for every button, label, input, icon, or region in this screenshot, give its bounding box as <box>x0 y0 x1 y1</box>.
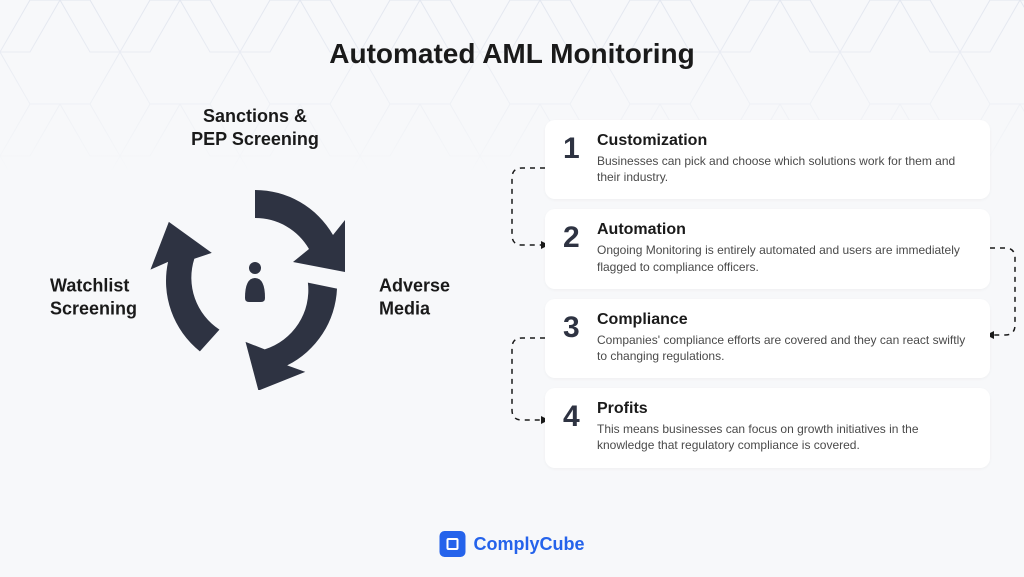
card-profits: 4 Profits This means businesses can focu… <box>545 388 990 467</box>
logo-text: ComplyCube <box>473 534 584 555</box>
card-desc: Businesses can pick and choose which sol… <box>597 153 972 185</box>
card-number: 3 <box>563 313 585 343</box>
card-title: Customization <box>597 132 972 150</box>
card-title: Compliance <box>597 311 972 329</box>
card-compliance: 3 Compliance Companies' compliance effor… <box>545 299 990 378</box>
card-desc: Ongoing Monitoring is entirely automated… <box>597 242 972 274</box>
cycle-arrows-icon <box>145 170 365 390</box>
cycle-label-left: WatchlistScreening <box>50 275 137 322</box>
cards-list: 1 Customization Businesses can pick and … <box>545 120 990 478</box>
card-desc: This means businesses can focus on growt… <box>597 421 972 453</box>
card-number: 2 <box>563 223 585 253</box>
cycle-label-top: Sanctions &PEP Screening <box>191 105 319 152</box>
card-number: 4 <box>563 402 585 432</box>
cycle-diagram: Sanctions &PEP Screening WatchlistScreen… <box>75 100 435 460</box>
card-automation: 2 Automation Ongoing Monitoring is entir… <box>545 209 990 288</box>
card-title: Automation <box>597 221 972 239</box>
card-number: 1 <box>563 134 585 164</box>
logo-mark-icon <box>439 531 465 557</box>
card-desc: Companies' compliance efforts are covere… <box>597 332 972 364</box>
card-customization: 1 Customization Businesses can pick and … <box>545 120 990 199</box>
cycle-label-right: AdverseMedia <box>379 275 450 322</box>
page-title: Automated AML Monitoring <box>329 38 695 70</box>
card-title: Profits <box>597 400 972 418</box>
brand-logo: ComplyCube <box>439 531 584 557</box>
